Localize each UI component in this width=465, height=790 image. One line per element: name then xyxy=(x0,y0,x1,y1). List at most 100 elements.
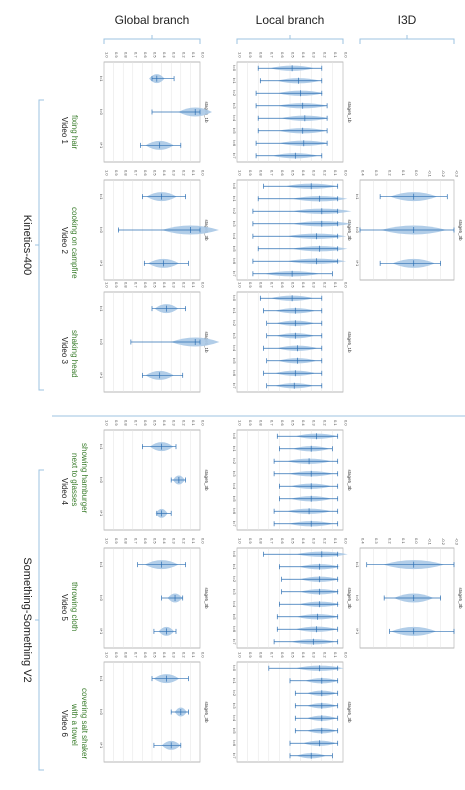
video-label-4: showing hamburger next to glasses Video … xyxy=(60,443,89,514)
tick-label: 0.6 xyxy=(280,538,285,544)
tick-label: 0.6 xyxy=(143,52,148,58)
tick-label: 0.8 xyxy=(259,538,264,544)
tick-label: 0.8 xyxy=(124,170,129,176)
tick-label: 0.2 xyxy=(322,282,327,288)
tick-label: 0.5 xyxy=(291,282,296,288)
tick-label: 0.2 xyxy=(387,538,392,544)
group-bracket-kinetics xyxy=(35,99,44,391)
category-label: t=5 xyxy=(232,728,237,734)
tick-label: 0.7 xyxy=(269,420,274,426)
tick-label: -0.3 xyxy=(455,538,460,546)
category-label: t=1 xyxy=(232,446,237,452)
tick-label: 1.0 xyxy=(105,170,110,176)
category-label: t=7 xyxy=(232,753,237,759)
tick-label: 0.2 xyxy=(181,538,186,544)
tick-label: 0.7 xyxy=(269,170,274,176)
tick-label: -0.2 xyxy=(441,538,446,546)
column-bracket-global xyxy=(103,35,201,44)
category-label: t=3 xyxy=(232,221,237,227)
tick-label: 0.1 xyxy=(333,170,338,176)
tick-label: 0.4 xyxy=(162,538,167,544)
tick-label: 0.3 xyxy=(172,282,177,288)
category-label: t=7 xyxy=(232,639,237,645)
tick-label: -0.1 xyxy=(428,170,433,178)
category-label: t=3 xyxy=(232,103,237,109)
tick-label: -0.3 xyxy=(455,170,460,178)
tick-label: 0.8 xyxy=(259,282,264,288)
category-label: t+1 xyxy=(355,628,360,634)
category-label: t=1 xyxy=(232,196,237,202)
tick-label: 0.1 xyxy=(191,420,196,426)
tick-label: 0.9 xyxy=(114,282,119,288)
category-label: t=3 xyxy=(232,471,237,477)
tick-label: 0.3 xyxy=(172,420,177,426)
tick-label: 0.0 xyxy=(201,170,206,176)
category-label: t+1 xyxy=(99,372,104,378)
category-label: t=4 xyxy=(232,233,237,239)
tick-label: 0.2 xyxy=(181,170,186,176)
tick-label: 0.5 xyxy=(291,538,296,544)
tick-label: 0.7 xyxy=(269,652,274,658)
tick-label: 0.6 xyxy=(143,652,148,658)
tick-label: 0.0 xyxy=(344,538,349,544)
category-label: t+1 xyxy=(99,142,104,148)
column-title-local: Local branch xyxy=(256,13,325,27)
category-label: t=6 xyxy=(232,740,237,746)
axis-label: stage5_1b xyxy=(347,101,352,123)
category-label: t=1 xyxy=(232,78,237,84)
category-label: t=1 xyxy=(99,306,104,312)
category-label: t=7 xyxy=(232,521,237,527)
tick-label: 0.1 xyxy=(401,538,406,544)
tick-label: 0.8 xyxy=(124,652,129,658)
category-label: t=2 xyxy=(232,690,237,696)
category-label: t=5 xyxy=(232,614,237,620)
tick-label: 0.1 xyxy=(401,170,406,176)
category-label: t=0 xyxy=(99,227,104,233)
category-label: t=6 xyxy=(232,508,237,514)
tick-label: 0.4 xyxy=(162,420,167,426)
video-label-2: cooking on campfire Video 2 xyxy=(60,207,79,279)
tick-label: 0.3 xyxy=(172,52,177,58)
tick-label: 0.3 xyxy=(172,652,177,658)
category-label: t=3 xyxy=(232,589,237,595)
tick-label: 0.2 xyxy=(322,652,327,658)
category-label: t=4 xyxy=(232,345,237,351)
video-action-4a: showing hamburger xyxy=(80,443,89,514)
tick-label: 0.0 xyxy=(201,538,206,544)
tick-label: 0.1 xyxy=(333,420,338,426)
tick-label: 1.0 xyxy=(238,652,243,658)
tick-label: 0.0 xyxy=(344,170,349,176)
tick-label: 0.5 xyxy=(153,170,158,176)
axis-label: stage5_3b xyxy=(458,587,463,609)
tick-label: 0.9 xyxy=(114,652,119,658)
tick-label: 0.3 xyxy=(312,538,317,544)
category-label: t=4 xyxy=(232,601,237,607)
category-label: t=5 xyxy=(232,358,237,364)
category-label: t=0 xyxy=(99,595,104,601)
category-label: t=1 xyxy=(355,194,360,200)
tick-label: 0.1 xyxy=(191,652,196,658)
category-label: t+1 xyxy=(99,260,104,266)
tick-label: 0.2 xyxy=(181,420,186,426)
panel-global-video3: 0.00.10.20.30.40.50.60.70.80.91.0stage5_… xyxy=(99,282,220,393)
axis-label: stage5_3b xyxy=(347,587,352,609)
tick-label: 0.7 xyxy=(269,282,274,288)
tick-label: 0.6 xyxy=(280,652,285,658)
tick-label: 0.7 xyxy=(133,652,138,658)
tick-label: 0.4 xyxy=(301,170,306,176)
category-label: t=0 xyxy=(99,109,104,115)
tick-label: 0.0 xyxy=(414,538,419,544)
tick-label: 0.7 xyxy=(133,282,138,288)
tick-label: 0.6 xyxy=(280,420,285,426)
tick-label: 0.7 xyxy=(133,52,138,58)
tick-label: 0.3 xyxy=(312,170,317,176)
video-title-5: Video 5 xyxy=(60,594,69,622)
category-label: t=0 xyxy=(232,433,237,439)
category-label: t=0 xyxy=(232,65,237,71)
tick-label: 0.1 xyxy=(191,538,196,544)
category-label: t=5 xyxy=(232,128,237,134)
video-title-4: Video 4 xyxy=(60,478,69,506)
video-action-6a: covering salt shaker xyxy=(80,688,89,759)
tick-label: 0.0 xyxy=(414,170,419,176)
